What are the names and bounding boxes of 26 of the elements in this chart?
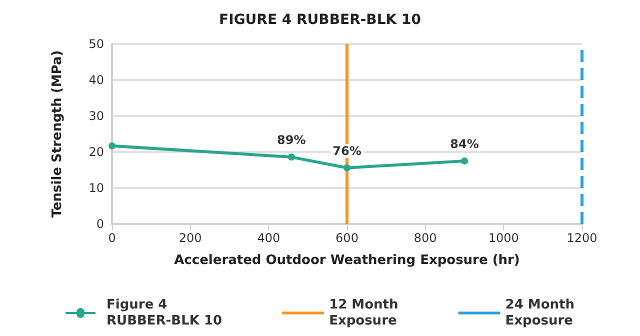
x-tick-label: 0 (108, 231, 116, 245)
x-tick-label: 200 (178, 231, 202, 245)
point (344, 164, 350, 172)
x-tick-label: 1000 (488, 231, 519, 245)
point (108, 142, 116, 150)
y-axis-title: Tensile Strength (MPa) (50, 50, 65, 218)
legend-label: Figure 4 RUBBER-BLK 10 (106, 298, 222, 328)
x-tick-label: 800 (414, 231, 437, 245)
annotation: 76% (332, 144, 362, 158)
annotation: 89% (277, 133, 306, 148)
x-tick-label: 400 (257, 231, 280, 245)
y-tick-label: 50 (88, 37, 104, 51)
point (461, 158, 468, 164)
y-tick-label: 40 (88, 73, 104, 87)
y-tick-label: 20 (88, 145, 104, 159)
y-tick-label: 10 (88, 181, 104, 195)
chart-title: FIGURE 4 RUBBER-BLK 10 (219, 12, 422, 28)
legend-label: 24 Month Exposure (505, 298, 574, 328)
y-tick-label: 0 (96, 217, 104, 231)
point (288, 154, 295, 161)
y-tick-label: 30 (88, 109, 104, 123)
x-axis-title: Accelerated Outdoor Weathering Exposure (hr) (174, 253, 520, 268)
annotation: 84% (450, 137, 479, 151)
legend-label: 12 Month Exposure (329, 298, 398, 328)
x-tick-label: 600 (336, 231, 358, 245)
x-tick-label: 1200 (566, 231, 598, 245)
